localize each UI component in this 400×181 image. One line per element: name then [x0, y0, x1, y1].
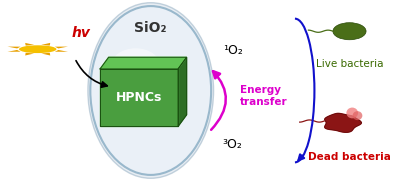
Text: Live bacteria: Live bacteria: [316, 59, 383, 69]
Polygon shape: [8, 50, 20, 52]
Ellipse shape: [333, 23, 366, 40]
Ellipse shape: [346, 108, 358, 118]
Text: hv: hv: [71, 26, 90, 40]
Text: SiO₂: SiO₂: [134, 21, 167, 35]
Polygon shape: [100, 69, 178, 126]
Polygon shape: [55, 50, 68, 52]
Text: Dead bacteria: Dead bacteria: [308, 152, 391, 162]
Polygon shape: [25, 53, 34, 56]
Polygon shape: [55, 47, 68, 49]
Polygon shape: [100, 57, 186, 69]
Polygon shape: [8, 47, 20, 49]
Ellipse shape: [19, 45, 56, 53]
Polygon shape: [325, 113, 361, 132]
Ellipse shape: [353, 111, 362, 120]
Text: ³O₂: ³O₂: [223, 138, 242, 151]
Polygon shape: [25, 43, 34, 46]
Polygon shape: [178, 57, 186, 126]
Polygon shape: [41, 53, 50, 56]
Ellipse shape: [90, 6, 211, 175]
Text: Energy
transfer: Energy transfer: [240, 85, 288, 107]
Polygon shape: [41, 43, 50, 46]
Ellipse shape: [112, 48, 160, 82]
Ellipse shape: [88, 3, 214, 178]
Text: HPNCs: HPNCs: [116, 91, 162, 104]
Text: ¹O₂: ¹O₂: [223, 45, 242, 58]
